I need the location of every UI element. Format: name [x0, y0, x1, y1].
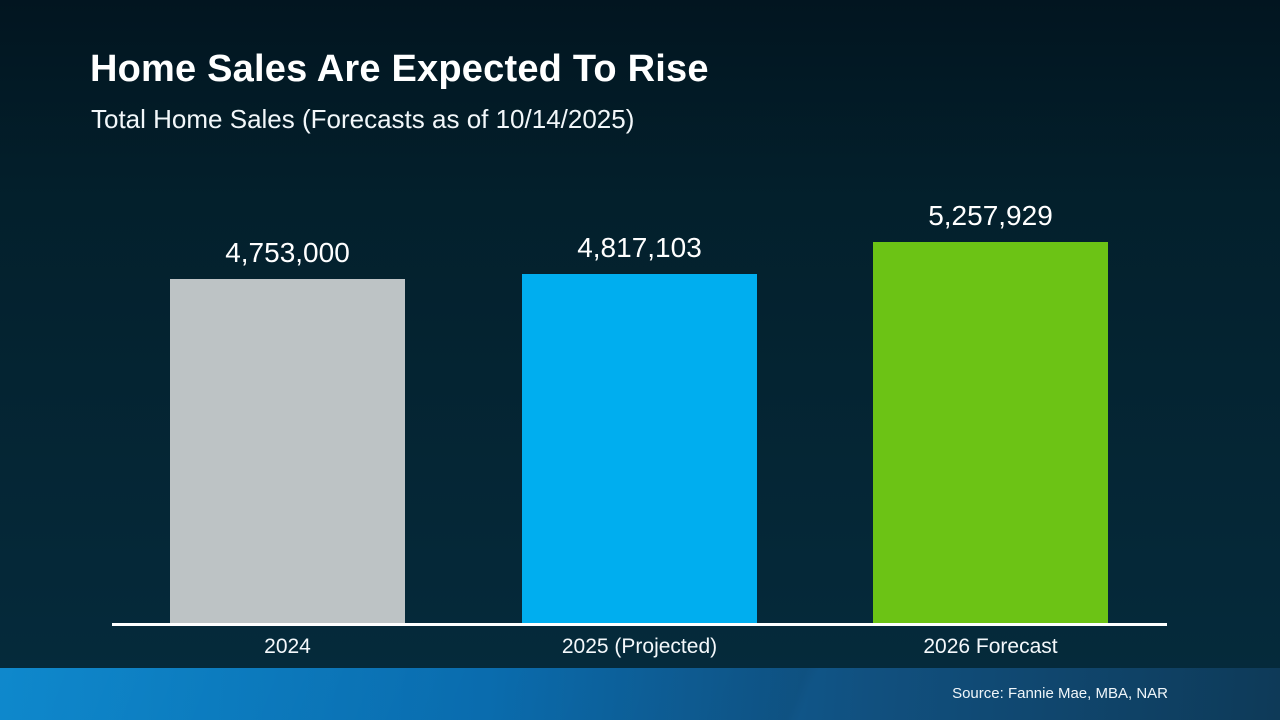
- category-label-2025-projected: 2025 (Projected): [561, 635, 718, 658]
- bar-2025-projected: [522, 274, 757, 623]
- bar-group-2024: 4,753,000: [170, 238, 405, 623]
- x-axis-baseline: [112, 623, 1167, 626]
- bar-2026-forecast: [873, 242, 1108, 623]
- bar-2024: [170, 279, 405, 623]
- footer-strip: Source: Fannie Mae, MBA, NAR: [0, 668, 1280, 720]
- value-label-2024: 4,753,000: [225, 237, 350, 268]
- page-title: Home Sales Are Expected To Rise: [90, 48, 709, 90]
- bar-chart: 4,753,000 4,817,103 5,257,929: [112, 180, 1167, 623]
- category-label-2024: 2024: [264, 635, 311, 658]
- bar-group-2025-projected: 4,817,103: [522, 233, 757, 623]
- value-label-2026-forecast: 5,257,929: [928, 200, 1053, 231]
- bar-group-2026-forecast: 5,257,929: [873, 201, 1108, 623]
- page-subtitle: Total Home Sales (Forecasts as of 10/14/…: [91, 104, 635, 134]
- value-label-2025-projected: 4,817,103: [577, 232, 702, 263]
- category-label-2026-forecast: 2026 Forecast: [923, 635, 1058, 658]
- source-note: Source: Fannie Mae, MBA, NAR: [952, 685, 1168, 702]
